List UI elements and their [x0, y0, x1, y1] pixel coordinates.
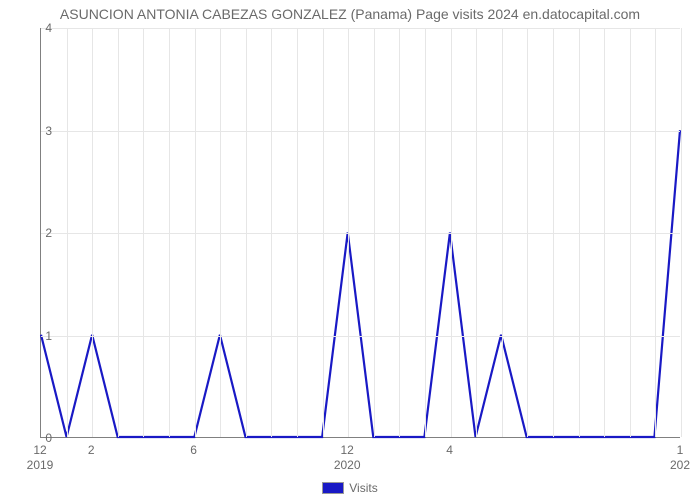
plot-area	[40, 28, 680, 438]
visits-chart: ASUNCION ANTONIA CABEZAS GONZALEZ (Panam…	[0, 0, 700, 500]
xtick-year-label: 2019	[27, 458, 54, 472]
xtick-label: 12	[341, 443, 354, 457]
ytick-label: 2	[12, 226, 52, 240]
gridline-v	[348, 28, 349, 437]
gridline-v	[118, 28, 119, 437]
legend-swatch	[322, 482, 344, 494]
gridline-v	[271, 28, 272, 437]
gridline-v	[553, 28, 554, 437]
gridline-h	[41, 233, 680, 234]
xtick-year-label: 2020	[334, 458, 361, 472]
gridline-v	[527, 28, 528, 437]
gridline-v	[297, 28, 298, 437]
gridline-v	[246, 28, 247, 437]
gridline-v	[374, 28, 375, 437]
gridline-v	[143, 28, 144, 437]
chart-title: ASUNCION ANTONIA CABEZAS GONZALEZ (Panam…	[0, 6, 700, 22]
gridline-h	[41, 131, 680, 132]
ytick-label: 1	[12, 329, 52, 343]
gridline-h	[41, 28, 680, 29]
gridline-v	[451, 28, 452, 437]
xtick-label: 12	[33, 443, 46, 457]
xtick-label: 6	[190, 443, 197, 457]
xtick-label: 2	[88, 443, 95, 457]
gridline-h	[41, 336, 680, 337]
gridline-v	[476, 28, 477, 437]
xtick-label: 4	[446, 443, 453, 457]
gridline-v	[67, 28, 68, 437]
gridline-v	[195, 28, 196, 437]
gridline-v	[220, 28, 221, 437]
gridline-v	[630, 28, 631, 437]
ytick-label: 3	[12, 124, 52, 138]
gridline-v	[425, 28, 426, 437]
visits-line	[41, 130, 680, 437]
gridline-v	[399, 28, 400, 437]
gridline-v	[681, 28, 682, 437]
gridline-v	[579, 28, 580, 437]
legend: Visits	[0, 480, 700, 495]
gridline-v	[655, 28, 656, 437]
gridline-v	[502, 28, 503, 437]
legend-label: Visits	[349, 481, 377, 495]
xtick-year-label: 202	[670, 458, 690, 472]
gridline-v	[92, 28, 93, 437]
gridline-v	[323, 28, 324, 437]
xtick-label: 1	[677, 443, 684, 457]
gridline-v	[169, 28, 170, 437]
ytick-label: 4	[12, 21, 52, 35]
gridline-v	[604, 28, 605, 437]
